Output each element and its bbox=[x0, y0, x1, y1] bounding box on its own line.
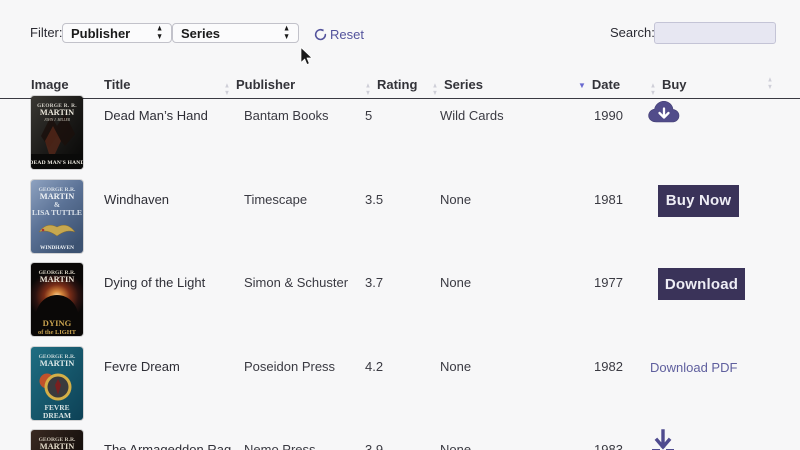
svg-text:DEAD MAN'S HAND: DEAD MAN'S HAND bbox=[31, 160, 83, 166]
svg-text:DYING: DYING bbox=[43, 318, 72, 328]
svg-text:LISA TUTTLE: LISA TUTTLE bbox=[32, 208, 82, 217]
svg-text:JOHN J. MILLER: JOHN J. MILLER bbox=[44, 118, 71, 122]
svg-text:MARTIN: MARTIN bbox=[40, 442, 75, 450]
svg-text:DREAM: DREAM bbox=[43, 411, 71, 420]
svg-text:MARTIN: MARTIN bbox=[40, 108, 74, 117]
svg-text:MARTIN: MARTIN bbox=[40, 359, 75, 368]
svg-text:MARTIN: MARTIN bbox=[40, 275, 75, 284]
svg-text:of the LIGHT: of the LIGHT bbox=[38, 329, 77, 336]
svg-text:WINDHAVEN: WINDHAVEN bbox=[40, 245, 74, 251]
